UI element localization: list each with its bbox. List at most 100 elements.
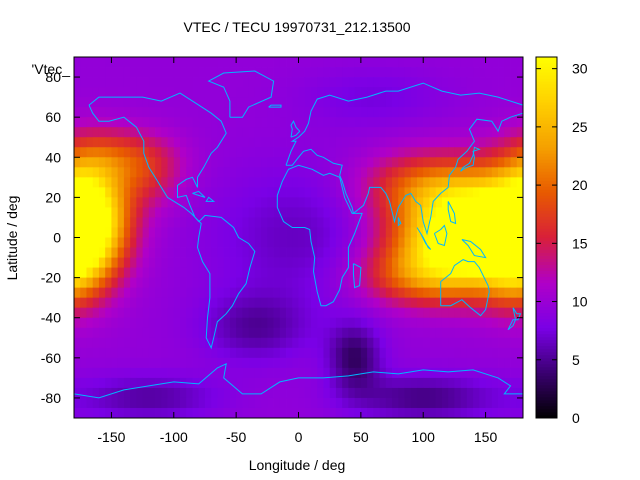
heatmap-cell [261, 67, 268, 78]
heatmap-cell [454, 377, 462, 389]
heatmap-cell [180, 357, 187, 369]
heatmap-cell [261, 57, 268, 68]
heatmap-cell [279, 77, 287, 88]
heatmap-cell [460, 317, 468, 329]
colorbar-band [536, 156, 557, 160]
heatmap-cell [317, 197, 324, 208]
heatmap-cell [173, 357, 181, 369]
colorbar-band [536, 135, 557, 139]
heatmap-cell [236, 267, 243, 279]
heatmap-cell [192, 237, 200, 248]
heatmap-cell [367, 217, 374, 228]
heatmap-cell [142, 367, 150, 379]
heatmap-cell [335, 397, 343, 409]
chart-title: VTEC / TECU 19970731_212.13500 [183, 19, 410, 35]
heatmap-cell [485, 187, 493, 198]
heatmap-cell [416, 97, 424, 108]
heatmap-cell [335, 177, 343, 188]
heatmap-cell [373, 277, 380, 289]
heatmap-cell [173, 327, 181, 339]
heatmap-cell [504, 217, 511, 228]
heatmap-cell [136, 77, 143, 88]
heatmap-cell [460, 157, 468, 168]
heatmap-cell [454, 77, 462, 88]
heatmap-cell [510, 187, 518, 198]
y-tick-label: 0 [53, 230, 61, 246]
heatmap-cell [304, 247, 312, 258]
colorbar-tick-label: 15 [572, 235, 588, 251]
heatmap-cell [510, 327, 518, 339]
heatmap-cell [148, 247, 156, 258]
heatmap-cell [373, 137, 380, 148]
heatmap-cell [105, 237, 112, 248]
heatmap-cell [510, 197, 518, 208]
heatmap-cell [229, 57, 237, 68]
heatmap-cell [379, 127, 387, 138]
heatmap-cell [242, 297, 250, 309]
heatmap-cell [74, 337, 81, 349]
heatmap-cell [261, 337, 268, 349]
heatmap-cell [385, 77, 393, 88]
heatmap-cell [123, 407, 131, 419]
heatmap-cell [229, 367, 237, 379]
heatmap-cell [117, 357, 125, 369]
heatmap-cell [292, 367, 299, 379]
heatmap-cell [273, 137, 281, 148]
heatmap-cell [173, 197, 181, 208]
heatmap-cell [204, 137, 212, 148]
heatmap-cell [261, 127, 268, 138]
heatmap-cell [367, 357, 374, 369]
heatmap-cell [161, 327, 168, 339]
heatmap-cell [504, 287, 511, 299]
heatmap-cell [142, 317, 150, 329]
heatmap-cell [98, 137, 106, 148]
heatmap-cell [223, 357, 231, 369]
heatmap-cell [217, 167, 225, 178]
heatmap-cell [292, 337, 299, 349]
heatmap-cell [186, 347, 193, 359]
heatmap-cell [130, 367, 137, 379]
heatmap-cell [473, 57, 480, 68]
heatmap-cell [254, 217, 262, 228]
heatmap-cell [423, 77, 430, 88]
heatmap-cell [373, 247, 380, 258]
heatmap-cell [435, 137, 443, 148]
heatmap-cell [130, 387, 137, 399]
heatmap-cell [292, 397, 299, 409]
series-label: 'Vtec_ [32, 61, 71, 77]
y-tick-label: -80 [41, 390, 61, 406]
heatmap-cell [267, 147, 274, 158]
coastline-path [461, 239, 487, 259]
heatmap-cell [136, 367, 143, 379]
heatmap-cell [473, 247, 480, 258]
heatmap-cell [335, 367, 343, 379]
heatmap-cell [392, 87, 399, 98]
heatmap-cell [404, 167, 412, 178]
heatmap-cell [229, 77, 237, 88]
heatmap-cell [204, 127, 212, 138]
heatmap-cell [98, 377, 106, 389]
heatmap-cell [248, 297, 256, 309]
heatmap-cell [392, 107, 399, 118]
heatmap-cell [304, 127, 312, 138]
heatmap-cell [211, 197, 218, 208]
heatmap-cell [310, 297, 318, 309]
heatmap-cell [392, 327, 399, 339]
heatmap-cell [74, 357, 81, 369]
heatmap-cell [385, 377, 393, 389]
heatmap-cell [74, 327, 81, 339]
heatmap-cell [466, 187, 474, 198]
heatmap-cell [279, 67, 287, 78]
heatmap-cell [398, 77, 405, 88]
heatmap-cell [92, 307, 100, 319]
heatmap-cell [142, 207, 150, 218]
heatmap-cell [155, 117, 162, 128]
heatmap-cell [342, 57, 349, 68]
heatmap-cell [123, 217, 131, 228]
heatmap-cell [335, 57, 343, 68]
heatmap-cell [130, 67, 137, 78]
heatmap-cell [479, 277, 486, 289]
heatmap-cell [286, 57, 293, 68]
heatmap-cell [466, 247, 474, 258]
heatmap-cell [167, 147, 175, 158]
